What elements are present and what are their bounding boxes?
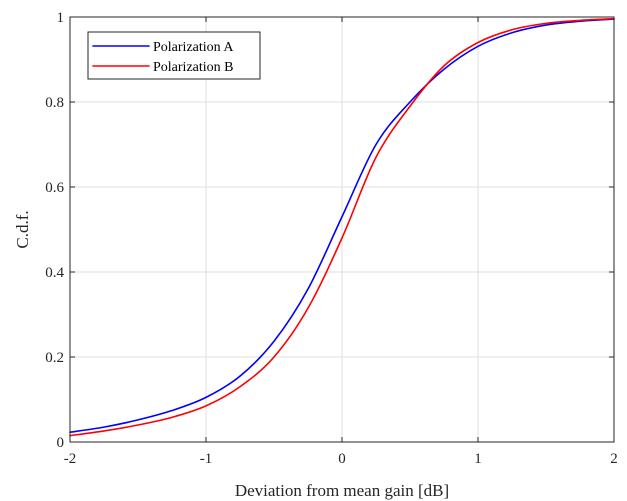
ticks [69, 16, 615, 443]
x-tick-label: -2 [64, 451, 77, 467]
x-axis-label: Deviation from mean gain [dB] [235, 481, 449, 500]
y-tick-label: 0.8 [45, 95, 64, 111]
x-tick-label: 0 [338, 451, 346, 467]
series-layer [69, 17, 615, 437]
legend-label-polarization-a: Polarization A [153, 40, 234, 55]
grid [70, 17, 614, 442]
legend-box [87, 31, 261, 80]
y-axis-label: C.d.f. [13, 210, 32, 248]
x-tick-label: 1 [474, 451, 482, 467]
legend-label-polarization-b: Polarization B [153, 60, 234, 75]
y-tick-label: 1 [57, 10, 65, 26]
x-tick-label: 2 [610, 451, 618, 467]
series-line-polarization-b [69, 17, 615, 437]
series-line-polarization-a [69, 18, 615, 434]
x-tick-label: -1 [200, 451, 213, 467]
y-tick-label: 0.4 [45, 265, 64, 281]
y-tick-label: 0.2 [45, 350, 64, 366]
y-tick-label: 0 [57, 435, 65, 451]
legend: Polarization A Polarization B [87, 31, 261, 80]
tick-labels: -2 -1 0 1 2 0 0.2 0.4 0.6 0.8 1 [45, 10, 618, 467]
y-tick-label: 0.6 [45, 180, 64, 196]
